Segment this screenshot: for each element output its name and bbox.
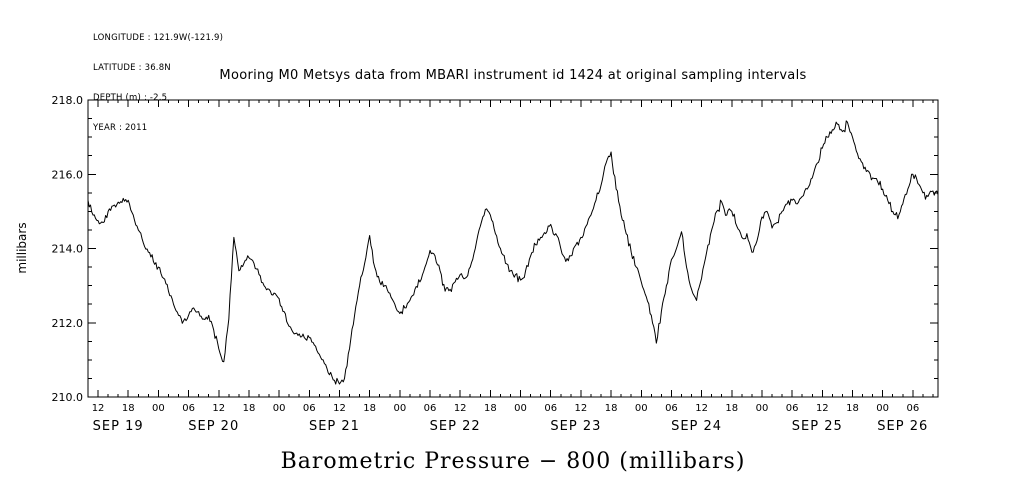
x-hour-label: 12 <box>816 403 829 414</box>
x-hour-label: 06 <box>182 403 195 414</box>
x-hour-label: 00 <box>635 403 648 414</box>
x-hour-label: 06 <box>786 403 799 414</box>
x-hour-label: 18 <box>725 403 738 414</box>
x-hour-label: 18 <box>605 403 618 414</box>
x-hour-label: 06 <box>544 403 557 414</box>
x-hour-label: 18 <box>122 403 135 414</box>
y-tick-label: 212.0 <box>52 317 84 330</box>
x-date-label: SEP 25 <box>792 419 843 434</box>
x-hour-label: 18 <box>484 403 497 414</box>
x-hour-label: 00 <box>514 403 527 414</box>
axis-ticks <box>87 99 938 398</box>
x-date-label: SEP 23 <box>550 419 601 434</box>
x-axis-title: Barometric Pressure − 800 (millibars) <box>280 449 746 474</box>
x-hour-label: 00 <box>152 403 165 414</box>
x-hour-label: 12 <box>333 403 346 414</box>
x-hour-label: 06 <box>303 403 316 414</box>
y-tick-label: 216.0 <box>52 168 84 181</box>
x-hour-label: 06 <box>424 403 437 414</box>
x-hour-label: 12 <box>92 403 105 414</box>
x-hour-label: 18 <box>363 403 376 414</box>
x-hour-label: 00 <box>876 403 889 414</box>
x-date-label: SEP 20 <box>188 419 239 434</box>
x-hour-label: 12 <box>212 403 225 414</box>
x-date-label: SEP 19 <box>93 419 144 434</box>
x-date-label: SEP 24 <box>671 419 722 434</box>
x-hour-label: 18 <box>846 403 859 414</box>
x-hour-label: 06 <box>906 403 919 414</box>
x-date-label: SEP 21 <box>309 419 360 434</box>
meta-latitude: LATITUDE : 36.8N <box>93 63 171 73</box>
x-hour-label: 00 <box>393 403 406 414</box>
x-date-label: SEP 22 <box>430 419 481 434</box>
y-tick-label: 218.0 <box>52 94 84 107</box>
meta-depth: DEPTH (m) : -2.5 <box>93 93 168 103</box>
x-hour-label: 12 <box>695 403 708 414</box>
x-date-label: SEP 26 <box>877 419 928 434</box>
x-hour-label: 06 <box>665 403 678 414</box>
axis-tick-labels: 210.0 212.0 214.0 216.0 218.0 12 18 00 06 12 18 00 0… <box>52 94 928 434</box>
y-tick-label: 210.0 <box>52 391 84 404</box>
y-tick-label: 214.0 <box>52 243 84 256</box>
station-metadata: LONGITUDE : 121.9W(-121.9) LATITUDE : 36… <box>93 13 223 153</box>
x-hour-label: 00 <box>756 403 769 414</box>
x-hour-label: 12 <box>575 403 588 414</box>
plot-frame <box>87 99 939 398</box>
chart-title: Mooring M0 Metsys data from MBARI instru… <box>219 68 807 83</box>
meta-longitude: LONGITUDE : 121.9W(-121.9) <box>93 33 224 43</box>
x-hour-label: 00 <box>273 403 286 414</box>
x-hour-label: 18 <box>243 403 256 414</box>
meta-year: YEAR : 2011 <box>93 123 148 133</box>
x-hour-label: 12 <box>454 403 467 414</box>
pressure-trace <box>87 120 939 385</box>
